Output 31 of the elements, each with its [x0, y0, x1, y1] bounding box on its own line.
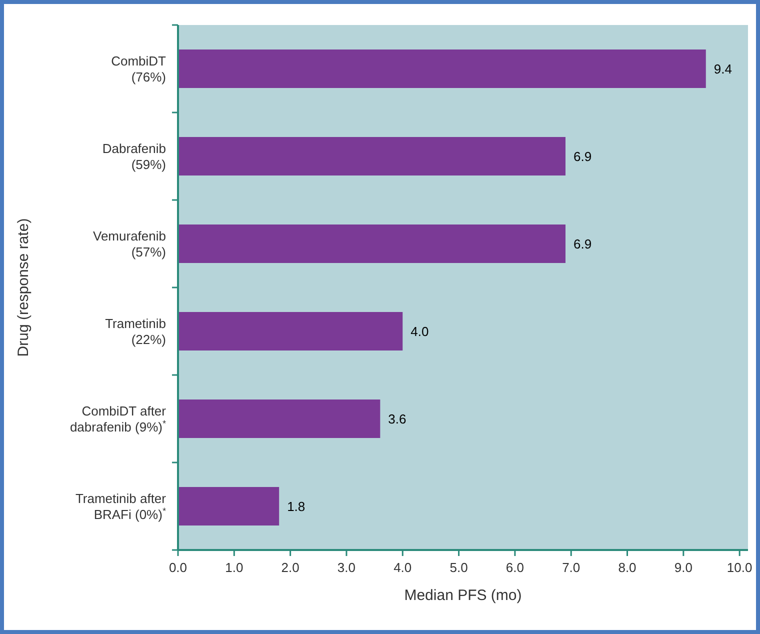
data-label: 4.0 — [410, 324, 429, 339]
y-tick-label: Trametinib after BRAFi (0%)$^{*}$ — [75, 490, 167, 522]
y-tick-label: Trametinib (22%) — [105, 316, 166, 347]
bar — [178, 137, 566, 176]
bar — [178, 312, 403, 350]
bar — [178, 400, 380, 438]
x-tick-label: 3.0 — [337, 560, 356, 575]
y-tick-label: CombiDT after dabrafenib (9%)$^{*}$ — [70, 403, 167, 434]
data-label: 6.9 — [573, 236, 592, 252]
x-tick-label: 5.0 — [450, 560, 468, 575]
x-tick-label: 4.0 — [394, 560, 412, 575]
x-tick-label: 7.0 — [562, 560, 580, 575]
bar — [178, 224, 566, 263]
x-tick-label: 6.0 — [506, 560, 524, 575]
data-label: 9.4 — [714, 61, 732, 76]
data-label: 1.8 — [287, 498, 306, 514]
bar — [178, 487, 280, 526]
y-tick-label: Dabrafenib (59%) — [102, 140, 166, 172]
x-tick-label: 2.0 — [281, 560, 300, 575]
x-tick-label: 9.0 — [674, 560, 692, 575]
y-tick-label: CombiDT (76%) — [111, 53, 166, 84]
x-tick-label: 0.0 — [168, 560, 188, 575]
y-axis-title: Drug (response rate) — [15, 218, 32, 357]
data-label: 3.6 — [388, 411, 406, 426]
y-tick-label: Vemurafenib (57%) — [93, 228, 166, 260]
x-tick-label: 10.0 — [726, 560, 752, 575]
x-axis-title: Median PFS (mo) — [404, 587, 522, 604]
x-tick-label: 1.0 — [225, 560, 244, 575]
data-label: 6.9 — [573, 148, 592, 164]
bar — [178, 50, 706, 88]
x-tick-label: 8.0 — [618, 560, 636, 575]
